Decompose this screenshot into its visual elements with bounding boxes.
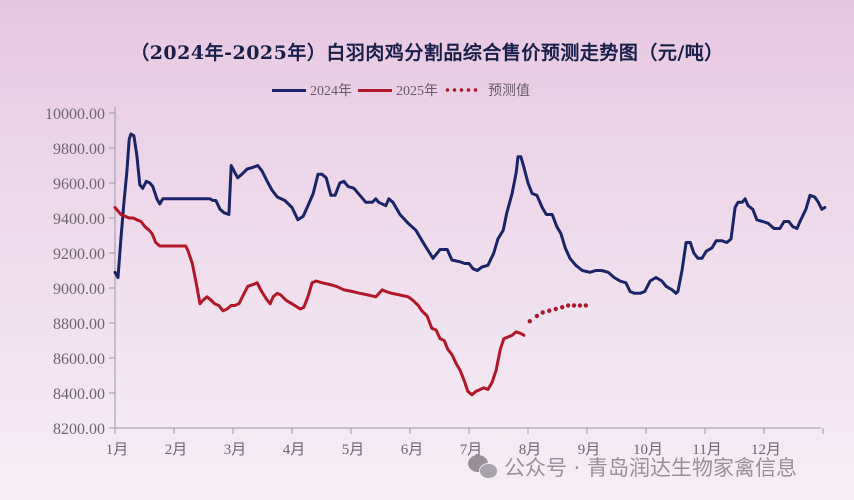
x-tick-label: 3月 [224,442,247,458]
chart-series [113,132,827,397]
legend-label-2024: 2024年 [310,84,352,99]
legend-item-2024: 2024年 [272,80,352,100]
legend-label-forecast: 预测值 [488,84,530,99]
chart-title: （2024年-2025年）白羽肉鸡分割品综合售价预测走势图（元/吨） [130,42,724,64]
forecast-point [560,305,565,310]
forecast-point [553,306,558,312]
y-tick-label: 9000.00 [53,281,105,298]
legend-swatch-2025 [358,88,392,92]
y-tick-label: 8600.00 [53,351,105,368]
x-tick-label: 8月 [519,442,542,458]
y-tick-label: 10000.00 [45,106,105,123]
x-tick-label: 12月 [751,442,781,458]
chart-legend: 2024年 2025年 预测值 [272,80,536,100]
forecast-point [571,303,577,308]
x-tick-label: 10月 [633,442,663,458]
y-tick-label: 8400.00 [53,386,105,403]
y-tick-label: 9800.00 [53,141,105,158]
x-tick-label: 1月 [106,442,129,458]
series-line-2025年 [113,206,526,397]
forecast-point [534,313,540,319]
y-tick-label: 9400.00 [53,211,105,228]
x-tick-label: 4月 [283,442,306,458]
legend-swatch-2024 [272,88,306,92]
legend-label-2025: 2025年 [396,84,438,99]
watermark: 公众号 · 青岛润达生物家禽信息 [468,452,797,482]
forecast-point [527,319,532,324]
legend-item-forecast: 预测值 [444,80,530,100]
forecast-point [565,303,571,308]
x-tick-label: 9月 [578,442,601,458]
forecast-point [577,303,583,308]
x-tick-label: 2月 [165,442,188,458]
y-tick-label: 8800.00 [53,316,105,333]
legend-item-2025: 2025年 [358,80,438,100]
y-tick-label: 9200.00 [53,246,105,263]
watermark-text: 公众号 · 青岛润达生物家禽信息 [504,456,798,480]
forecast-point [540,310,545,315]
forecast-point [583,303,589,308]
x-tick-label: 7月 [460,442,483,458]
y-tick-label: 9600.00 [53,176,105,193]
x-tick-label: 11月 [692,442,721,458]
x-tick-label: 6月 [401,442,424,458]
legend-swatch-forecast [444,87,480,93]
wechat-icon [468,455,498,479]
x-tick-label: 5月 [342,442,365,458]
series-line-2024年 [113,132,827,295]
y-tick-label: 8200.00 [53,421,105,438]
forecast-point [547,308,552,313]
chart-axes: 10000.00 9800.00 9600.00 9400.00 9200.00 9000… [45,106,824,458]
